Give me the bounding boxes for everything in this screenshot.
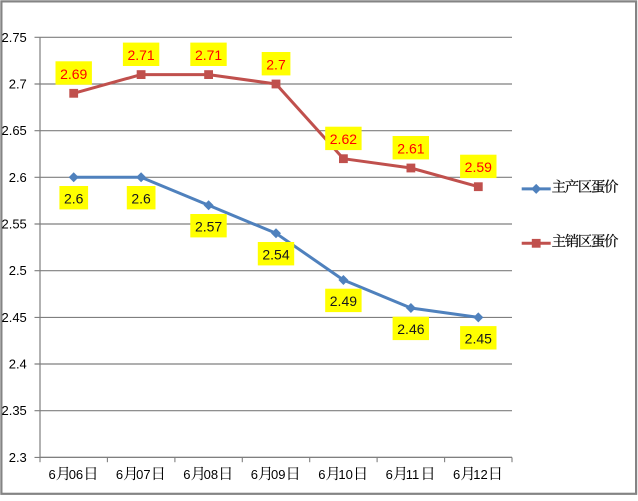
svg-text:2.35: 2.35 [1,403,26,418]
svg-text:2.65: 2.65 [1,123,26,138]
svg-text:06: 06 [69,467,83,482]
svg-text:2.6: 2.6 [9,170,27,185]
svg-text:2.7: 2.7 [9,77,27,92]
svg-text:6: 6 [49,467,56,482]
svg-text:2.75: 2.75 [1,30,26,45]
svg-text:10: 10 [338,467,352,482]
svg-text:6: 6 [251,467,258,482]
svg-text:6: 6 [116,467,123,482]
svg-text:2.46: 2.46 [397,321,424,337]
svg-text:2.3: 2.3 [9,450,27,465]
svg-text:2.59: 2.59 [465,159,492,175]
svg-text:2.62: 2.62 [330,131,357,147]
svg-text:09: 09 [271,467,285,482]
svg-text:6: 6 [318,467,325,482]
svg-text:08: 08 [204,467,218,482]
svg-text:6: 6 [183,467,190,482]
svg-text:2.61: 2.61 [397,141,424,157]
svg-text:07: 07 [136,467,150,482]
svg-text:2.69: 2.69 [60,66,87,82]
svg-text:2.7: 2.7 [266,57,286,73]
svg-text:2.45: 2.45 [465,331,492,347]
svg-text:2.4: 2.4 [9,357,27,372]
svg-text:2.45: 2.45 [1,310,26,325]
svg-text:2.57: 2.57 [195,219,222,235]
svg-text:2.55: 2.55 [1,217,26,232]
svg-text:2.71: 2.71 [127,47,154,63]
svg-text:2.6: 2.6 [64,191,84,207]
svg-text:2.54: 2.54 [262,247,289,263]
svg-text:2.71: 2.71 [195,47,222,63]
svg-text:6: 6 [386,467,393,482]
svg-text:11: 11 [406,467,420,482]
svg-text:12: 12 [473,467,487,482]
svg-text:2.49: 2.49 [330,293,357,309]
svg-text:6: 6 [453,467,460,482]
svg-text:2.5: 2.5 [9,263,27,278]
svg-text:2.6: 2.6 [131,191,151,207]
